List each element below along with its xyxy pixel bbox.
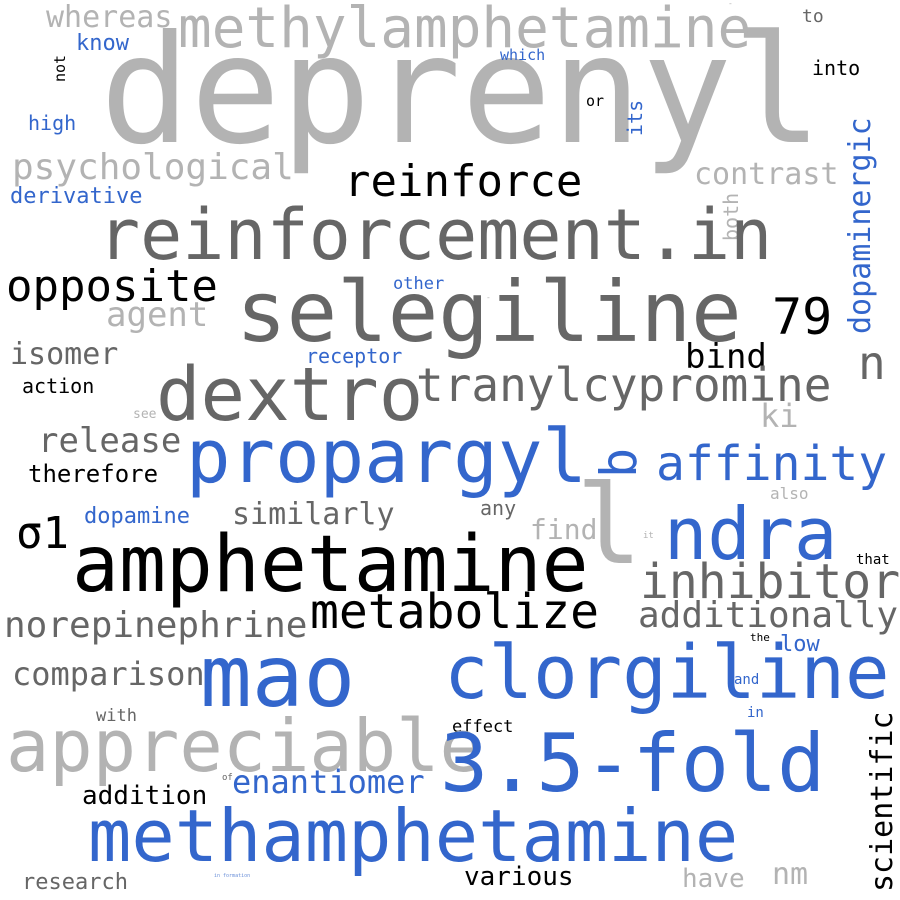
- word-enantiomer: enantiomer: [232, 763, 425, 801]
- word-dopamine: dopamine: [84, 504, 190, 529]
- word-effect: effect: [452, 717, 514, 737]
- word-ndra: ndra: [664, 492, 838, 576]
- word-any: any: [480, 496, 517, 520]
- word-know: know: [76, 31, 129, 56]
- word-psychological: psychological: [12, 147, 294, 188]
- word-research: research: [22, 870, 128, 895]
- word-addition: addition: [82, 781, 208, 811]
- word-amphetamine: amphetamine: [72, 520, 589, 610]
- word-find: find: [530, 513, 598, 546]
- word-norepinephrine: norepinephrine: [4, 605, 308, 646]
- word-scientific: scientific: [865, 711, 900, 892]
- word-selegiline: selegiline: [236, 263, 742, 361]
- word-agent: agent: [106, 295, 209, 335]
- word-other: other: [393, 274, 445, 294]
- word-it: it: [643, 531, 654, 541]
- word-dopaminergic: dopaminergic: [843, 117, 878, 334]
- word-release: release: [38, 421, 182, 461]
- word-deprenyl: deprenyl: [100, 4, 823, 178]
- word-comparison: comparison: [12, 655, 205, 693]
- word-and: and: [734, 672, 760, 688]
- word-opposite: opposite: [6, 261, 218, 312]
- word-isomer: isomer: [10, 337, 119, 372]
- word-appreciable: appreciable: [6, 704, 483, 788]
- word-reinforcement-in: reinforcement.in: [98, 194, 773, 276]
- word-its: its: [623, 99, 647, 136]
- word-which: which: [500, 46, 546, 64]
- word-clorgiline: clorgiline: [444, 630, 890, 716]
- word-or: or: [586, 92, 605, 110]
- word-dextro: dextro: [156, 352, 424, 438]
- word-methylamphetamine: methylamphetamine: [178, 0, 752, 61]
- word-3-5-fold: 3.5-fold: [440, 717, 826, 810]
- word-with: with: [96, 706, 137, 726]
- word-contrast: contrast: [694, 157, 839, 192]
- word-see: see: [133, 407, 157, 422]
- word-sigma1: σ1: [16, 508, 69, 559]
- word-tranylcypromine: tranylcypromine: [416, 358, 832, 412]
- word-into: into: [812, 56, 861, 80]
- word-have: have: [682, 864, 745, 894]
- word-not: not: [51, 54, 69, 82]
- word-reinforce: reinforce: [344, 156, 583, 207]
- word-additionally: additionally: [638, 595, 899, 636]
- word-also: also: [770, 484, 809, 503]
- word-bind: bind: [685, 337, 767, 377]
- word-inhibitor: inhibitor: [640, 554, 900, 610]
- word-high: high: [28, 111, 77, 135]
- word-that: that: [856, 552, 890, 568]
- word-mao: mao: [200, 627, 356, 727]
- word-action: action: [22, 374, 95, 398]
- word-dash-top: -: [728, 0, 733, 8]
- word-derivative: derivative: [10, 184, 143, 209]
- word-affinity: affinity: [656, 436, 888, 492]
- word-the: the: [750, 631, 770, 644]
- word-dash-middle: -: [486, 293, 491, 302]
- word-nm: nm: [772, 857, 809, 892]
- word-similarly: similarly: [232, 497, 395, 532]
- word-various: various: [464, 862, 574, 892]
- word-ki: ki: [760, 397, 799, 435]
- word-metabolize: metabolize: [310, 584, 599, 640]
- word-methamphetamine: methamphetamine: [88, 794, 739, 878]
- word-l: l: [576, 461, 643, 589]
- word-low: low: [780, 632, 820, 657]
- word-in: in: [747, 705, 764, 721]
- word-of: of: [222, 773, 233, 783]
- word-n: n: [858, 336, 886, 390]
- word-propargyl: propargyl: [186, 414, 587, 500]
- word-to: to: [802, 6, 824, 27]
- word-79: 79: [772, 288, 833, 346]
- word-therefore: therefore: [28, 460, 159, 488]
- word-receptor: receptor: [306, 344, 403, 368]
- word-tiny: in formation: [214, 873, 251, 879]
- word-whereas: whereas: [46, 0, 173, 35]
